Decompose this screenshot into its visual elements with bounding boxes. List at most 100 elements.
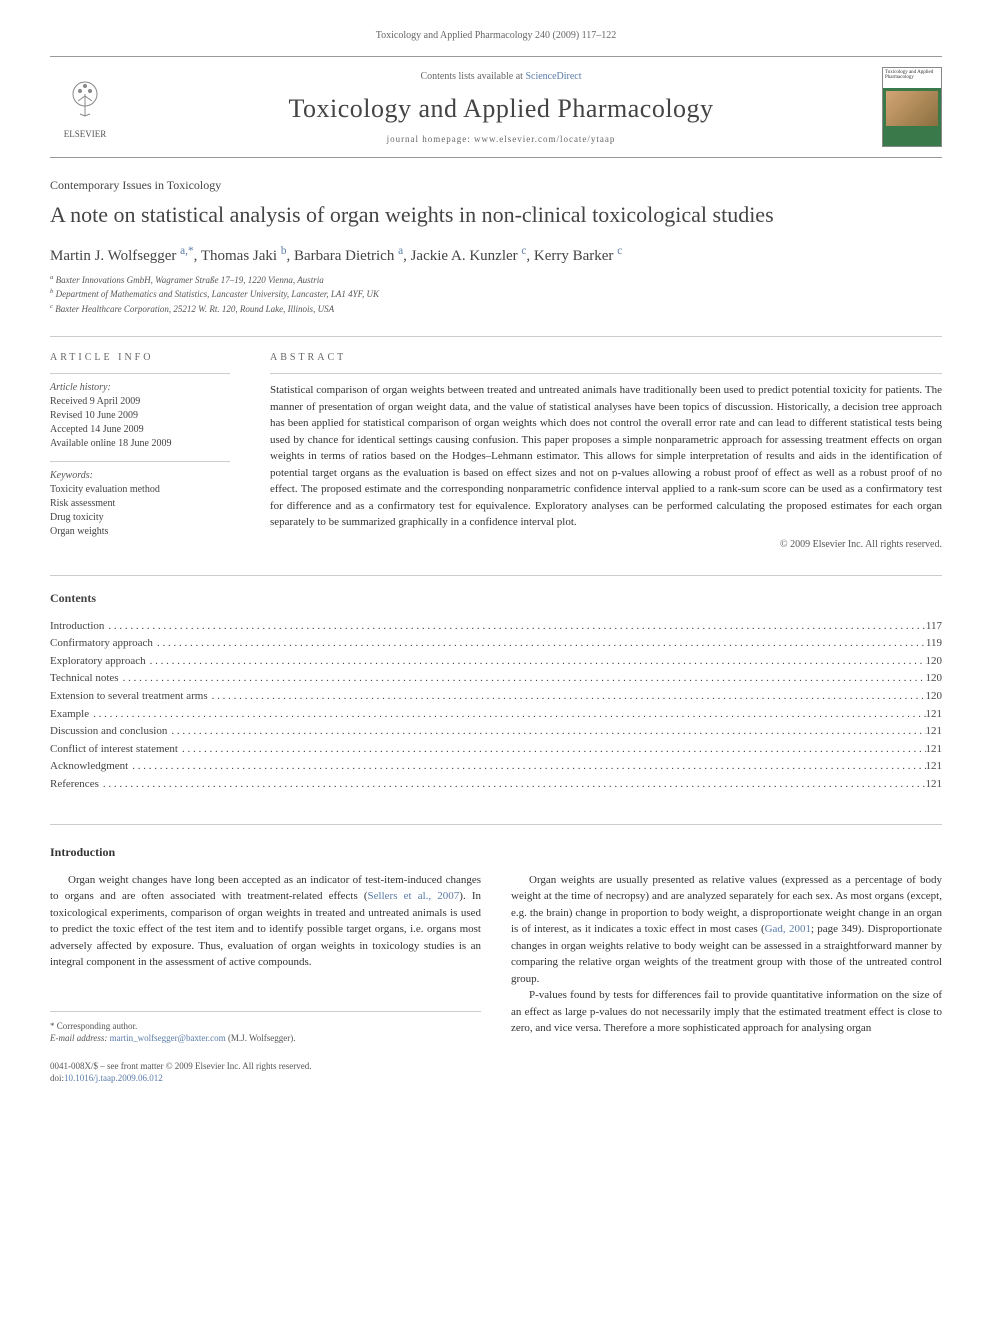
history-label: Article history: xyxy=(50,382,230,393)
toc-dots: . . . . . . . . . . . . . . . . . . . . … xyxy=(208,688,926,706)
history-dates: Received 9 April 2009 Revised 10 June 20… xyxy=(50,395,230,451)
article-info-heading: ARTICLE INFO xyxy=(50,352,230,363)
toc-row[interactable]: Conflict of interest statement. . . . . … xyxy=(50,741,942,759)
toc-row[interactable]: Acknowledgment. . . . . . . . . . . . . … xyxy=(50,758,942,776)
toc-label: Conflict of interest statement xyxy=(50,741,178,759)
abstract-col: ABSTRACT Statistical comparison of organ… xyxy=(270,352,942,550)
toc-row[interactable]: Example. . . . . . . . . . . . . . . . .… xyxy=(50,706,942,724)
toc-row[interactable]: Introduction. . . . . . . . . . . . . . … xyxy=(50,618,942,636)
citation-link[interactable]: Sellers et al., 2007 xyxy=(368,890,460,902)
toc-row[interactable]: Exploratory approach. . . . . . . . . . … xyxy=(50,653,942,671)
toc-row[interactable]: Technical notes. . . . . . . . . . . . .… xyxy=(50,670,942,688)
issn-line: 0041-008X/$ – see front matter © 2009 El… xyxy=(50,1060,481,1073)
copyright: © 2009 Elsevier Inc. All rights reserved… xyxy=(270,539,942,550)
toc-label: Introduction xyxy=(50,618,104,636)
toc-label: Example xyxy=(50,706,89,724)
toc-label: Extension to several treatment arms xyxy=(50,688,208,706)
toc-row[interactable]: Extension to several treatment arms. . .… xyxy=(50,688,942,706)
elsevier-tree-icon xyxy=(60,76,110,126)
homepage-url[interactable]: www.elsevier.com/locate/ytaap xyxy=(474,134,615,144)
body-col-right: Organ weights are usually presented as r… xyxy=(511,872,942,1085)
authors-line: Martin J. Wolfsegger a,*, Thomas Jaki b,… xyxy=(50,245,942,265)
body-columns: Organ weight changes have long been acce… xyxy=(50,872,942,1085)
toc-page: 121 xyxy=(926,723,943,741)
article-info-col: ARTICLE INFO Article history: Received 9… xyxy=(50,352,230,550)
elsevier-logo: ELSEVIER xyxy=(50,67,120,147)
contents-prefix: Contents lists available at xyxy=(420,71,525,82)
citation-link[interactable]: Gad, 2001 xyxy=(765,923,811,935)
journal-homepage: journal homepage: www.elsevier.com/locat… xyxy=(120,134,882,144)
body-col-left: Organ weight changes have long been acce… xyxy=(50,872,481,1085)
toc-dots: . . . . . . . . . . . . . . . . . . . . … xyxy=(89,706,925,724)
footer-left: 0041-008X/$ – see front matter © 2009 El… xyxy=(50,1060,481,1085)
toc-dots: . . . . . . . . . . . . . . . . . . . . … xyxy=(119,670,926,688)
keywords-list: Toxicity evaluation method Risk assessme… xyxy=(50,483,230,539)
journal-header: ELSEVIER Contents lists available at Sci… xyxy=(50,56,942,158)
keyword: Organ weights xyxy=(50,525,230,539)
elsevier-label: ELSEVIER xyxy=(64,129,107,139)
journal-center: Contents lists available at ScienceDirec… xyxy=(120,71,882,144)
doi-label: doi: xyxy=(50,1073,64,1083)
toc-dots: . . . . . . . . . . . . . . . . . . . . … xyxy=(99,776,926,794)
toc-dots: . . . . . . . . . . . . . . . . . . . . … xyxy=(178,741,926,759)
toc-page: 121 xyxy=(926,741,943,759)
history-item: Accepted 14 June 2009 xyxy=(50,423,230,437)
keyword: Risk assessment xyxy=(50,497,230,511)
toc-page: 121 xyxy=(926,758,943,776)
toc-heading: Contents xyxy=(50,591,942,606)
toc-label: Discussion and conclusion xyxy=(50,723,167,741)
table-of-contents: Contents Introduction. . . . . . . . . .… xyxy=(50,575,942,794)
toc-page: 120 xyxy=(926,670,943,688)
abstract-text: Statistical comparison of organ weights … xyxy=(270,382,942,531)
article-info-abstract: ARTICLE INFO Article history: Received 9… xyxy=(50,336,942,550)
toc-page: 120 xyxy=(926,653,943,671)
journal-title: Toxicology and Applied Pharmacology xyxy=(120,94,882,124)
article-title: A note on statistical analysis of organ … xyxy=(50,201,942,230)
toc-label: Acknowledgment xyxy=(50,758,128,776)
journal-cover-thumbnail: Toxicology and Applied Pharmacology xyxy=(882,67,942,147)
affiliation: a Baxter Innovations GmbH, Wagramer Stra… xyxy=(50,273,942,288)
toc-dots: . . . . . . . . . . . . . . . . . . . . … xyxy=(153,635,926,653)
author: Jackie A. Kunzler c xyxy=(411,248,527,264)
toc-page: 117 xyxy=(926,618,942,636)
body-paragraph: Organ weights are usually presented as r… xyxy=(511,872,942,988)
affiliation: c Baxter Healthcare Corporation, 25212 W… xyxy=(50,302,942,317)
toc-label: Technical notes xyxy=(50,670,119,688)
body-paragraph: P-values found by tests for differences … xyxy=(511,987,942,1037)
cover-image xyxy=(886,91,938,126)
doi-link[interactable]: 10.1016/j.taap.2009.06.012 xyxy=(64,1073,163,1083)
toc-dots: . . . . . . . . . . . . . . . . . . . . … xyxy=(167,723,925,741)
intro-heading: Introduction xyxy=(50,845,942,860)
author: Martin J. Wolfsegger a,* xyxy=(50,248,194,264)
toc-row[interactable]: Discussion and conclusion. . . . . . . .… xyxy=(50,723,942,741)
toc-page: 119 xyxy=(926,635,942,653)
toc-row[interactable]: References. . . . . . . . . . . . . . . … xyxy=(50,776,942,794)
keyword: Drug toxicity xyxy=(50,511,230,525)
history-item: Revised 10 June 2009 xyxy=(50,409,230,423)
corresponding-author: * Corresponding author. E-mail address: … xyxy=(50,1011,481,1045)
body-paragraph: Organ weight changes have long been acce… xyxy=(50,872,481,971)
affiliations: a Baxter Innovations GmbH, Wagramer Stra… xyxy=(50,273,942,317)
contents-available-line: Contents lists available at ScienceDirec… xyxy=(120,71,882,82)
toc-label: Exploratory approach xyxy=(50,653,146,671)
section-label: Contemporary Issues in Toxicology xyxy=(50,178,942,193)
email-suffix: (M.J. Wolfsegger). xyxy=(226,1033,296,1043)
toc-page: 121 xyxy=(926,706,943,724)
toc-page: 120 xyxy=(926,688,943,706)
citation-line: Toxicology and Applied Pharmacology 240 … xyxy=(50,30,942,41)
abstract-heading: ABSTRACT xyxy=(270,352,942,363)
history-item: Available online 18 June 2009 xyxy=(50,437,230,451)
toc-dots: . . . . . . . . . . . . . . . . . . . . … xyxy=(104,618,926,636)
toc-row[interactable]: Confirmatory approach. . . . . . . . . .… xyxy=(50,635,942,653)
keyword: Toxicity evaluation method xyxy=(50,483,230,497)
author: Kerry Barker c xyxy=(534,248,622,264)
email-link[interactable]: martin_wolfsegger@baxter.com xyxy=(110,1033,226,1043)
author: Thomas Jaki b xyxy=(201,248,287,264)
toc-dots: . . . . . . . . . . . . . . . . . . . . … xyxy=(146,653,926,671)
cover-title: Toxicology and Applied Pharmacology xyxy=(883,68,941,88)
homepage-label: journal homepage: xyxy=(387,134,474,144)
body-section: Introduction Organ weight changes have l… xyxy=(50,824,942,1085)
corr-label: * Corresponding author. xyxy=(50,1020,481,1033)
sciencedirect-link[interactable]: ScienceDirect xyxy=(525,71,581,82)
author: Barbara Dietrich a xyxy=(294,248,403,264)
